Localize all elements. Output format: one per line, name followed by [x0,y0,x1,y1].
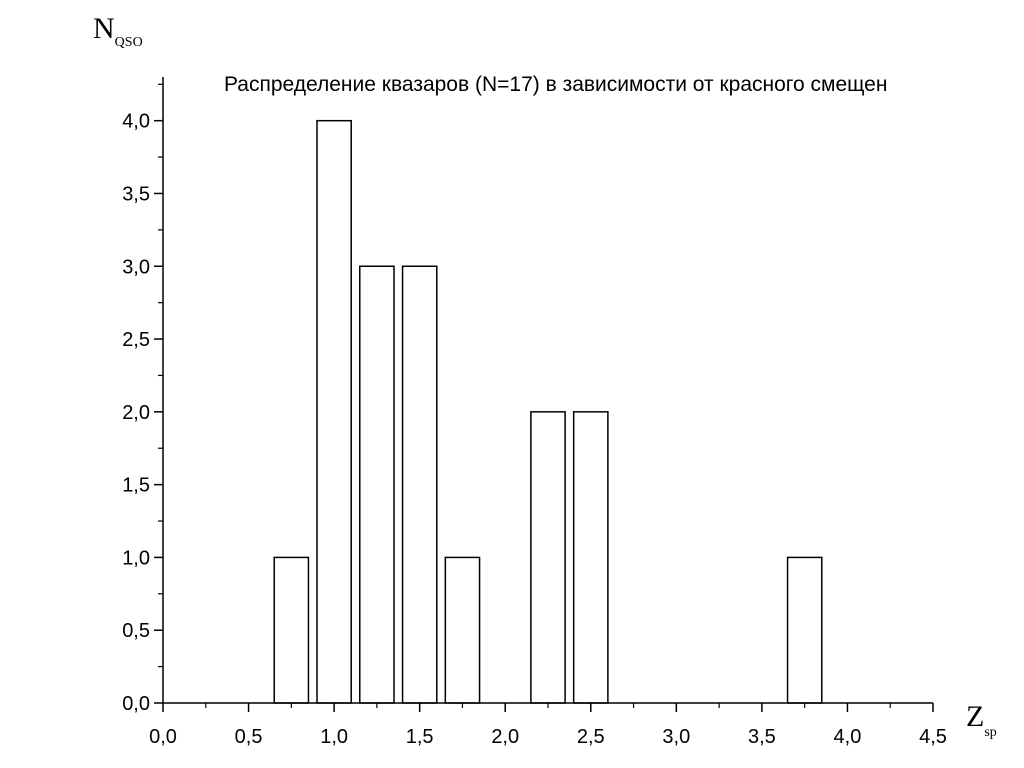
y-tick-label: 3,0 [122,256,150,278]
y-axis-label-sub: QSO [115,35,143,50]
y-tick-label: 1,5 [122,475,150,497]
chart-title: Распределение квазаров (N=17) в зависимо… [224,73,887,96]
x-tick-label: 0,5 [235,726,263,748]
axes-group: 0,0 0,5 1,0 1,5 2,0 2,5 3,0 3,5 4,0 0,0 0,5 1,0 1,5 2… [122,77,947,748]
y-tick-label: 0,5 [122,620,150,642]
y-tick-label: 0,0 [122,693,150,715]
x-tick-label: 2,0 [491,726,519,748]
x-tick-label: 1,0 [320,726,348,748]
bar-3 [401,265,438,704]
bar-5 [530,411,566,704]
bar-1 [316,119,352,704]
y-axis-label-main: N [93,12,115,45]
x-axis-label-sub: sp [984,725,996,740]
x-tick-label: 3,5 [748,726,776,748]
bar-4 [444,556,481,704]
bar-0 [273,556,310,704]
x-axis-label: Zsp [966,700,997,740]
y-tick-label: 1,0 [122,547,150,569]
bar-6 [572,411,609,704]
x-tick-label: 1,5 [406,726,434,748]
x-tick-label: 2,5 [577,726,605,748]
x-tick-label: 0,0 [149,726,177,748]
y-axis-label: NQSO [93,12,143,50]
y-tick-label: 3,5 [122,183,150,205]
y-tick-label: 4,0 [122,111,150,133]
x-tick-label: 4,5 [919,726,947,748]
y-tick-label: 2,0 [122,402,150,424]
bar-2 [359,265,395,704]
x-axis-label-main: Z [966,700,984,733]
y-tick-label: 2,5 [122,329,150,351]
bars-group [273,119,823,704]
bar-7 [786,556,823,704]
x-tick-label: 3,0 [662,726,690,748]
x-tick-label: 4,0 [834,726,862,748]
